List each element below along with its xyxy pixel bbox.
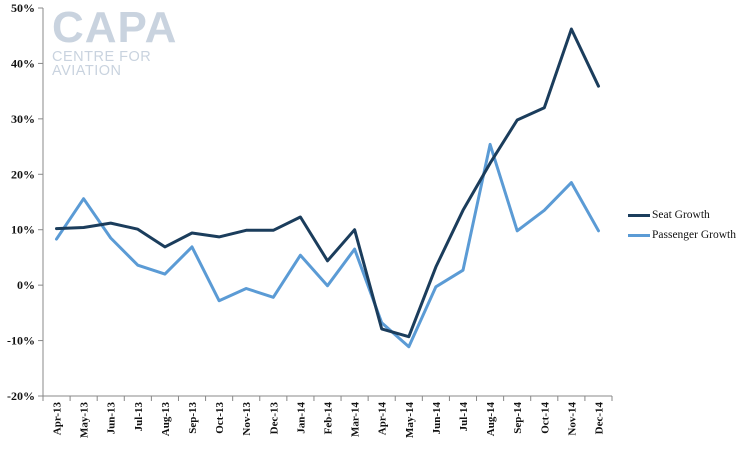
legend-swatch-passenger-growth <box>628 233 650 237</box>
x-tick-label: Jan-14 <box>295 402 307 434</box>
y-tick-label: -10% <box>7 334 35 348</box>
legend-label-passenger-growth: Passenger Growth <box>652 229 736 241</box>
logo-main-text: CAPA <box>52 3 178 52</box>
legend-item-seat-growth: Seat Growth <box>628 205 736 225</box>
series-line-seat-growth <box>55 27 600 339</box>
legend: Seat Growth Passenger Growth <box>628 205 736 245</box>
x-tick-label: Apr-14 <box>377 402 389 436</box>
x-tick-label: Nov-14 <box>566 402 578 436</box>
y-tick-label: 30% <box>11 112 35 126</box>
x-tick-label: Aug-13 <box>160 402 172 437</box>
x-tick-label: Dec-14 <box>593 402 605 435</box>
x-tick-label: Sep-14 <box>512 402 524 434</box>
y-tick-label: 20% <box>11 167 35 181</box>
series-line-passenger-growth <box>55 142 600 349</box>
x-tick-label: Jul-13 <box>133 402 145 432</box>
y-tick-label: -20% <box>7 389 35 403</box>
x-tick-label: Mar-14 <box>350 402 362 438</box>
x-tick-label: Dec-13 <box>268 402 280 435</box>
x-tick-label: Jun-14 <box>431 402 443 435</box>
x-tick-label: Feb-14 <box>323 402 335 435</box>
y-tick-label: 10% <box>11 223 35 237</box>
legend-item-passenger-growth: Passenger Growth <box>628 225 736 245</box>
legend-swatch-seat-growth <box>628 213 650 217</box>
legend-label-seat-growth: Seat Growth <box>652 209 710 221</box>
capa-logo: CAPA CENTRE FOR AVIATION <box>52 3 222 79</box>
x-tick-label: Jun-13 <box>106 402 118 435</box>
x-tick-label: Aug-14 <box>485 402 497 437</box>
y-tick-label: 0% <box>17 278 35 292</box>
x-tick-label: Oct-14 <box>539 402 551 434</box>
x-tick-label: Nov-13 <box>241 402 253 436</box>
x-tick-label: Jul-14 <box>458 402 470 432</box>
x-tick-label: Oct-13 <box>214 402 226 434</box>
y-tick-label: 50% <box>11 1 35 15</box>
x-tick-label: Apr-13 <box>52 402 64 436</box>
logo-sub-text: CENTRE FOR AVIATION <box>52 49 152 79</box>
x-tick-label: May-13 <box>79 402 91 439</box>
x-tick-label: Sep-13 <box>187 402 199 434</box>
y-tick-label: 40% <box>11 56 35 70</box>
x-tick-label: May-14 <box>404 402 416 439</box>
